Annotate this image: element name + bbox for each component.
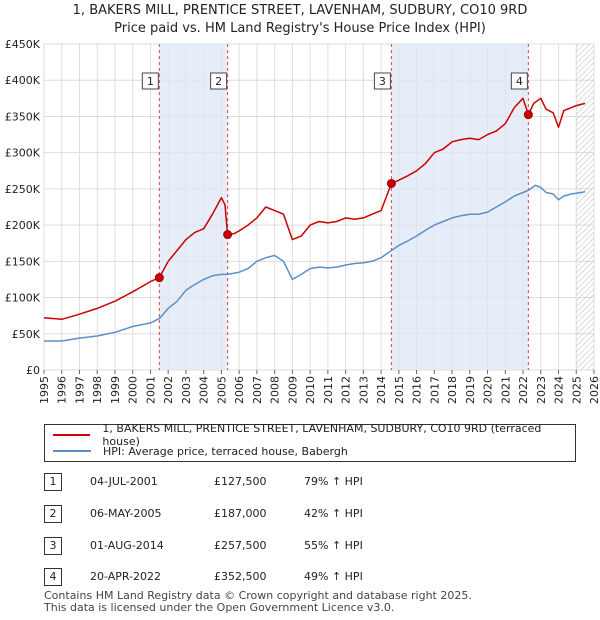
- sale-point: [523, 110, 533, 120]
- sale-number-box: [141, 72, 159, 90]
- sale-price: £127,500: [214, 475, 267, 488]
- x-tick-label: 2002: [162, 376, 175, 404]
- sale-row: 1 04-JUL-2001 £127,500 79% ↑ HPI: [44, 473, 584, 491]
- x-tick-label: 2008: [269, 376, 282, 404]
- sale-row: 3 01-AUG-2014 £257,500 55% ↑ HPI: [44, 537, 584, 555]
- sale-number-label: 1: [147, 75, 154, 88]
- x-tick-label: 2004: [198, 376, 211, 404]
- chart-title-block: 1, BAKERS MILL, PRENTICE STREET, LAVENHA…: [0, 2, 600, 38]
- y-tick-label: £150K: [5, 255, 41, 268]
- sale-price: £187,000: [214, 507, 267, 520]
- sale-number-badge: 2: [44, 505, 62, 523]
- property-price-line: [43, 97, 586, 321]
- sale-point: [223, 230, 233, 240]
- x-tick-label: 2012: [340, 376, 353, 404]
- legend-label-property: 1, BAKERS MILL, PRENTICE STREET, LAVENHA…: [102, 422, 542, 448]
- sale-hpi-change: 55% ↑ HPI: [304, 539, 363, 552]
- x-tick-label: 2022: [517, 376, 530, 404]
- y-tick-label: £100K: [5, 292, 41, 305]
- y-tick-label: £200K: [5, 219, 41, 232]
- sale-number-label: 2: [215, 75, 222, 88]
- legend-swatch-red: [53, 434, 91, 436]
- x-tick-label: 1998: [91, 376, 104, 404]
- sale-hpi-change: 79% ↑ HPI: [304, 475, 363, 488]
- sale-hpi-change: 49% ↑ HPI: [304, 570, 363, 583]
- x-tick-label: 1996: [56, 376, 69, 404]
- sale-point: [386, 178, 396, 188]
- x-tick-label: 2023: [535, 376, 548, 404]
- sale-number-box: [510, 72, 528, 90]
- sale-point: [154, 273, 164, 283]
- x-tick-label: 2020: [482, 376, 495, 404]
- sale-price: £257,500: [214, 539, 267, 552]
- x-tick-label: 2001: [144, 376, 157, 404]
- x-tick-label: 2026: [588, 376, 600, 404]
- y-tick-label: £50K: [12, 328, 41, 341]
- sale-price: £352,500: [214, 570, 267, 583]
- y-tick-label: £0: [26, 364, 40, 377]
- y-tick-label: £300K: [5, 147, 41, 160]
- footer-line-1: Contains HM Land Registry data © Crown c…: [44, 589, 472, 602]
- x-tick-label: 2007: [251, 376, 264, 404]
- sale-date: 04-JUL-2001: [90, 475, 158, 488]
- sale-number-label: 4: [516, 75, 523, 88]
- x-tick-label: 1999: [109, 376, 122, 404]
- legend-item-property: 1, BAKERS MILL, PRENTICE STREET, LAVENHA…: [53, 422, 575, 448]
- x-tick-label: 2009: [286, 376, 299, 404]
- sale-row: 2 06-MAY-2005 £187,000 42% ↑ HPI: [44, 505, 584, 523]
- x-tick-label: 2003: [180, 376, 193, 404]
- y-tick-label: £450K: [5, 38, 41, 51]
- x-tick-label: 2019: [464, 376, 477, 404]
- sale-number-label: 3: [379, 75, 386, 88]
- y-tick-label: £400K: [5, 74, 41, 87]
- x-tick-label: 2014: [375, 376, 388, 404]
- sale-hpi-change: 42% ↑ HPI: [304, 507, 363, 520]
- footer-attribution: Contains HM Land Registry data © Crown c…: [44, 590, 472, 614]
- x-tick-label: 2024: [553, 376, 566, 404]
- x-tick-label: 2021: [499, 376, 512, 404]
- sale-date: 06-MAY-2005: [90, 507, 162, 520]
- sale-number-badge: 4: [44, 568, 62, 586]
- x-tick-label: 1997: [73, 376, 86, 404]
- hpi-line: [44, 184, 586, 342]
- sale-number-box: [210, 72, 228, 90]
- price-chart: £0 £50K £100K £150K £200K £250K £300K £350K £400…: [5, 38, 600, 404]
- y-tick-label: £250K: [5, 183, 41, 196]
- sale-date: 01-AUG-2014: [90, 539, 164, 552]
- chart-title: 1, BAKERS MILL, PRENTICE STREET, LAVENHA…: [72, 3, 528, 18]
- x-tick-label: 2025: [570, 376, 583, 404]
- x-tick-label: 2017: [428, 376, 441, 404]
- sale-number-box: [373, 72, 391, 90]
- sale-number-badge: 3: [44, 537, 62, 555]
- x-tick-label: 2011: [322, 376, 335, 404]
- sale-date: 20-APR-2022: [90, 570, 162, 583]
- chart-subtitle: Price paid vs. HM Land Registry's House …: [114, 21, 486, 36]
- x-tick-label: 2010: [304, 376, 317, 404]
- footer-line-2: This data is licensed under the Open Gov…: [44, 601, 395, 614]
- x-tick-label: 2005: [215, 376, 228, 404]
- x-tick-label: 2013: [357, 376, 370, 404]
- sale-row: 4 20-APR-2022 £352,500 49% ↑ HPI: [44, 568, 584, 586]
- forecast-hatch: [576, 44, 594, 370]
- x-tick-label: 2018: [446, 376, 459, 404]
- x-tick-label: 1995: [38, 376, 51, 404]
- legend: 1, BAKERS MILL, PRENTICE STREET, LAVENHA…: [44, 422, 576, 462]
- x-tick-label: 2015: [393, 376, 406, 404]
- legend-item-hpi: HPI: Average price, terraced house, Babe…: [53, 443, 348, 459]
- ownership-shade: [159, 44, 228, 370]
- x-tick-label: 2006: [233, 376, 246, 404]
- x-tick-label: 2000: [127, 376, 140, 404]
- y-tick-label: £350K: [5, 110, 41, 123]
- sale-number-badge: 1: [44, 473, 62, 491]
- legend-label-hpi: HPI: Average price, terraced house, Babe…: [103, 444, 348, 458]
- legend-swatch-blue: [53, 450, 91, 452]
- x-tick-label: 2016: [411, 376, 424, 404]
- ownership-shade: [391, 44, 529, 370]
